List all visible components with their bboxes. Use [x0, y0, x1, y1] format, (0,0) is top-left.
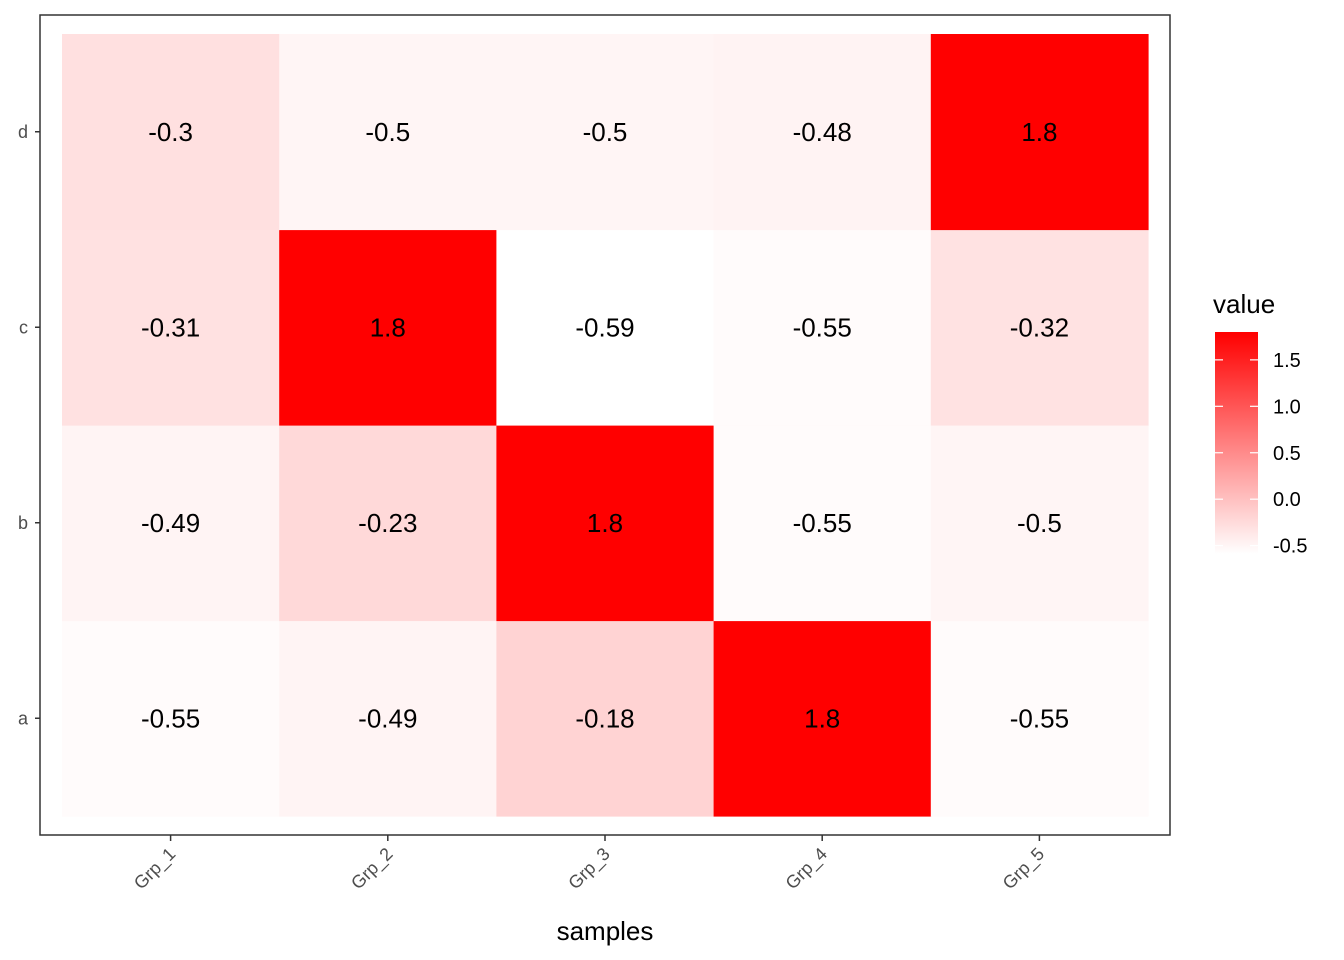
color-legend: value 1.5 1.0 0.5 0.0 -0.5	[1213, 289, 1307, 558]
y-axis: a b c d	[18, 122, 40, 728]
cell-value-label: -0.49	[141, 508, 200, 538]
heatmap-cell-Grp_2-b	[279, 425, 497, 622]
heatmap-cell-Grp_5-d	[930, 34, 1149, 231]
cell-value-label: -0.48	[793, 117, 852, 147]
cell-value-label: 1.8	[587, 508, 623, 538]
cell-value-label: -0.5	[365, 117, 410, 147]
heatmap-cell-Grp_5-a	[930, 620, 1149, 817]
heatmap-cell-Grp_2-d	[279, 34, 497, 231]
cell-value-label: -0.3	[148, 117, 193, 147]
cell-value-label: -0.5	[583, 117, 628, 147]
heatmap-cell-Grp_1-c	[62, 229, 280, 426]
heatmap-cell-Grp_1-d	[62, 34, 280, 231]
x-axis-title: samples	[557, 916, 654, 946]
cell-value-label: 1.8	[1021, 117, 1057, 147]
heatmap-cell-Grp_2-c	[279, 229, 497, 426]
heatmap-cell-Grp_3-d	[496, 34, 715, 231]
heatmap-cell-Grp_5-c	[930, 229, 1149, 426]
heatmap-cell-Grp_1-b	[62, 425, 280, 622]
heatmap-cell-Grp_2-a	[279, 620, 497, 817]
y-tick-label: b	[18, 513, 28, 533]
heatmap-cell-Grp_4-c	[713, 229, 932, 426]
cell-value-label: -0.5	[1017, 508, 1062, 538]
plot-area: -0.55 -0.49 -0.18 1.8 -0.55 -0.49 -0.23 1.8 -0.5…	[62, 34, 1149, 817]
y-tick-label: c	[19, 317, 28, 337]
x-tick-label: Grp_3	[564, 844, 614, 894]
x-tick-label: Grp_1	[130, 844, 180, 894]
legend-tick-label: 1.0	[1273, 396, 1301, 418]
heatmap-cell-Grp_4-a	[713, 620, 932, 817]
cell-value-label: -0.55	[1010, 703, 1069, 733]
legend-tick-label: 0.0	[1273, 489, 1301, 511]
cell-value-label: -0.59	[575, 312, 634, 342]
cell-value-label: -0.23	[358, 508, 417, 538]
cell-value-label: -0.55	[793, 312, 852, 342]
heatmap-cell-Grp_1-a	[62, 620, 280, 817]
legend-tick-label: -0.5	[1273, 536, 1307, 558]
cell-value-label: -0.55	[793, 508, 852, 538]
cell-value-label: 1.8	[804, 703, 840, 733]
x-tick-label: Grp_4	[782, 844, 832, 894]
legend-title: value	[1213, 289, 1275, 319]
cell-value-label: -0.32	[1010, 312, 1069, 342]
x-tick-label: Grp_2	[347, 844, 397, 894]
heatmap-cell-Grp_3-c	[496, 229, 715, 426]
x-axis: Grp_1 Grp_2 Grp_3 Grp_4 Grp_5	[130, 835, 1049, 894]
legend-tick-label: 0.5	[1273, 443, 1301, 465]
legend-ticks: 1.5 1.0 0.5 0.0 -0.5	[1215, 350, 1307, 558]
legend-colorbar	[1215, 332, 1258, 554]
cell-value-label: 1.8	[370, 312, 406, 342]
cell-value-label: -0.55	[141, 703, 200, 733]
cell-value-label: -0.18	[575, 703, 634, 733]
heatmap-cell-Grp_5-b	[930, 425, 1149, 622]
cell-value-label: -0.49	[358, 703, 417, 733]
cell-value-label: -0.31	[141, 312, 200, 342]
y-tick-label: d	[18, 122, 28, 142]
heatmap-cell-Grp_3-b	[496, 425, 715, 622]
heatmap-cell-Grp_4-b	[713, 425, 932, 622]
heatmap-cell-Grp_4-d	[713, 34, 932, 231]
y-tick-label: a	[18, 708, 29, 728]
x-tick-label: Grp_5	[999, 844, 1049, 894]
heatmap-cell-Grp_3-a	[496, 620, 715, 817]
legend-tick-label: 1.5	[1273, 350, 1301, 372]
